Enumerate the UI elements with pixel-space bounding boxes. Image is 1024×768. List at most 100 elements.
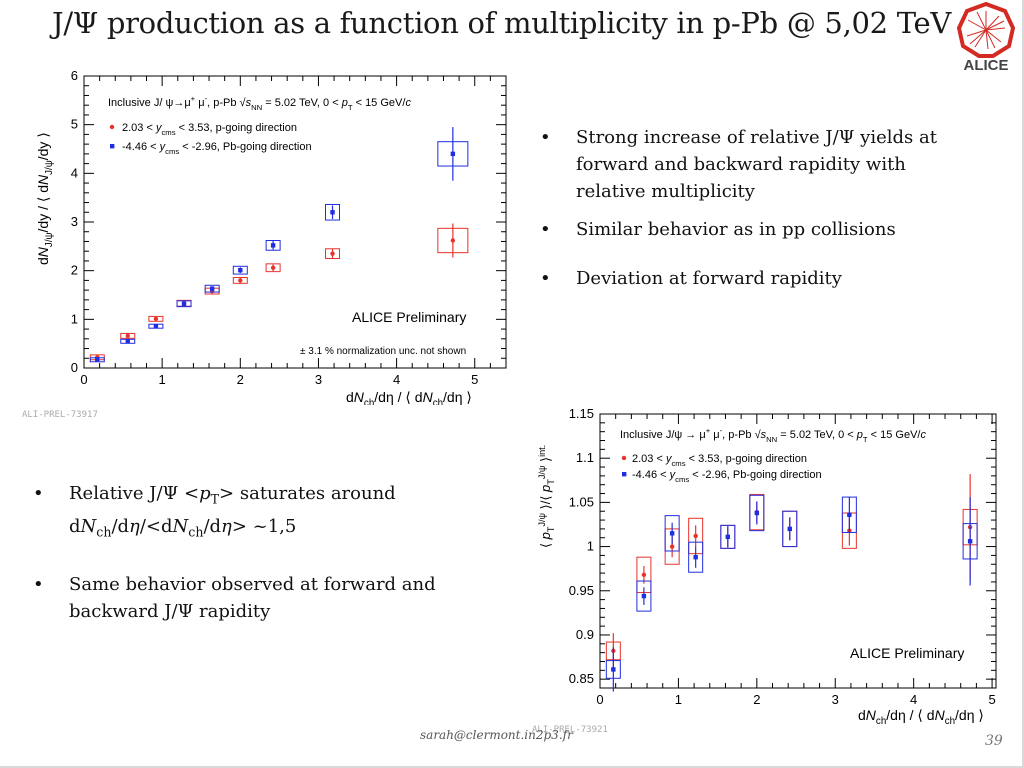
chart2-y-axis-label: ⟨ pTJ/ψ ⟩/⟨ pTJ/ψ ⟩int.: [537, 445, 556, 548]
chart1-x-axis-label: dNch/dη / ⟨ dNch/dη ⟩: [346, 389, 472, 405]
data-point: [669, 544, 675, 549]
syst-box: [664, 515, 680, 552]
y-tick-label: 0.85: [569, 671, 594, 686]
chart-relative-yield: 0 1 2 3 4 5 0 1 2 3 4 5 6 Inclusive J/ ψ→μ+ μ-, p-Pb …: [35, 68, 507, 405]
legend-entry-blue: -4.46 < ycms < -2.96, Pb-going direction: [122, 141, 312, 156]
data-point: [209, 286, 215, 291]
y-tick-label: 4: [71, 165, 78, 180]
plot-frame: [599, 413, 997, 689]
data-point: [669, 531, 675, 536]
y-tick-label: 1.15: [569, 406, 594, 421]
chart2-prel-tag: ALI-PREL-73921: [532, 725, 608, 735]
x-tick-label: 1: [675, 692, 682, 707]
data-point: [754, 510, 760, 516]
legend-entry-red: 2.03 < ycms < 3.53, p-going direction: [122, 122, 297, 137]
y-tick-label: 2: [71, 263, 78, 278]
x-tick-label: 0: [596, 692, 603, 707]
y-tick-label: 3: [71, 214, 78, 229]
data-point: [270, 265, 276, 270]
data-point: [238, 278, 243, 283]
legend-marker-blue: [110, 144, 115, 149]
data-point: [787, 526, 792, 532]
y-tick-label: 0.9: [576, 627, 594, 642]
chart1-header: Inclusive J/ ψ→μ+ μ-, p-Pb √sNN = 5.02 T…: [108, 94, 411, 112]
data-point: [611, 667, 616, 672]
syst-box: [148, 315, 164, 322]
data-point: [641, 572, 647, 578]
legend-marker-red: [109, 124, 115, 130]
data-point: [693, 554, 698, 560]
syst-box: [636, 580, 652, 612]
data-point: [847, 512, 852, 517]
bullet-item: Deviation at forward rapidity: [540, 265, 980, 292]
data-point: [181, 301, 187, 306]
x-tick-label: 0: [80, 372, 87, 387]
syst-box: [204, 284, 220, 293]
data-point: [641, 593, 647, 599]
y-tick-label: 0.95: [569, 583, 594, 598]
bullet-item: Same behavior observed at forward and ba…: [33, 571, 513, 625]
syst-box: [841, 496, 857, 533]
data-point: [153, 316, 159, 322]
y-tick-label: 1: [587, 539, 594, 554]
alice-preliminary-label: ALICE Preliminary: [352, 309, 466, 325]
alice-logo: ALICE: [956, 2, 1016, 74]
y-tick-label: 6: [71, 68, 78, 83]
page-number: 39: [985, 733, 1003, 749]
legend-entry-blue: -4.46 < ycms < -2.96, Pb-going direction: [632, 469, 822, 484]
x-tick-label: 5: [988, 692, 995, 707]
syst-box: [232, 265, 248, 275]
data-point: [330, 210, 335, 215]
x-tick-label: 1: [159, 372, 166, 387]
data-point: [153, 323, 159, 329]
data-point: [95, 357, 100, 362]
y-tick-label: 1.1: [576, 450, 594, 465]
chart2-texts: 0 1 2 3 4 5 0.85 0.9 0.95 1 1.05 1.1 1.15 Inclusive J…: [537, 406, 996, 727]
bullet-list-left: Relative J/Ψ <pT> saturates arounddNch/d…: [33, 480, 513, 651]
chart2-axes: [599, 413, 997, 689]
syst-box: [325, 203, 341, 221]
syst-box: [120, 332, 136, 339]
chart1-texts: 0 1 2 3 4 5 0 1 2 3 4 5 6 Inclusive J/ ψ→μ+ μ-, p-Pb …: [35, 68, 478, 405]
y-tick-label: 1: [71, 311, 78, 326]
data-point: [967, 539, 973, 544]
chart1-y-axis-label: dNJ/ψ/dy / ⟨ dNJ/ψ/dy ⟩: [35, 132, 55, 265]
logo-text: ALICE: [964, 57, 1009, 74]
data-point: [125, 339, 130, 344]
x-tick-label: 3: [832, 692, 839, 707]
data-point: [330, 251, 335, 256]
page-title: J/Ψ production as a function of multipli…: [52, 6, 952, 40]
data-point: [238, 267, 243, 273]
chart2-header: Inclusive J/ψ → μ+ μ-, p-Pb √sNN = 5.02 …: [620, 426, 926, 444]
alice-preliminary-label: ALICE Preliminary: [850, 645, 964, 661]
x-tick-label: 4: [393, 372, 400, 387]
x-tick-label: 2: [237, 372, 244, 387]
legend-marker-blue: [622, 472, 627, 477]
chart-relative-mean-pt: 0 1 2 3 4 5 0.85 0.9 0.95 1 1.05 1.1 1.15 Inclusive J…: [537, 406, 997, 727]
syst-box: [782, 510, 798, 548]
data-point: [450, 151, 456, 157]
data-point: [270, 243, 276, 248]
x-tick-label: 5: [471, 372, 478, 387]
bullet-item: Strong increase of relative J/Ψ yields a…: [540, 124, 980, 205]
data-point: [125, 333, 130, 339]
x-tick-label: 4: [910, 692, 917, 707]
data-point: [693, 533, 698, 539]
y-tick-label: 0: [71, 360, 78, 375]
x-tick-label: 2: [753, 692, 760, 707]
y-tick-label: 5: [71, 117, 78, 132]
legend-entry-red: 2.03 < ycms < 3.53, p-going direction: [632, 453, 807, 468]
bullet-item: Relative J/Ψ <pT> saturates arounddNch/d…: [33, 480, 513, 545]
syst-box: [176, 300, 192, 308]
x-tick-label: 3: [315, 372, 322, 387]
chart2-x-axis-label: dNch/dη / ⟨ dNch/dη ⟩: [858, 707, 984, 727]
syst-box: [720, 524, 736, 549]
chart1-axes: [83, 75, 507, 369]
bullet-item: Similar behavior as in pp collisions: [540, 216, 980, 243]
syst-box: [232, 276, 248, 284]
y-tick-label: 1.05: [569, 494, 594, 509]
norm-unc-note: ± 3.1 % normalization unc. not shown: [300, 346, 466, 357]
syst-box: [265, 239, 281, 251]
syst-box: [749, 494, 765, 532]
